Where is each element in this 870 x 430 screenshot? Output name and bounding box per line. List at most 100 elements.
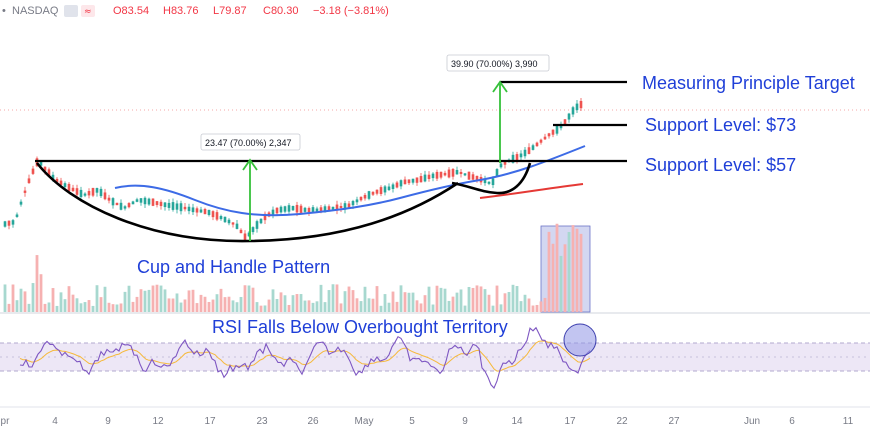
- volume-bar: [195, 303, 199, 312]
- candle-body: [275, 207, 279, 214]
- volume-bar: [147, 289, 151, 312]
- cup-curve: [35, 162, 459, 243]
- candle-body: [363, 194, 367, 199]
- volume-bar: [303, 300, 307, 312]
- volume-bar: [151, 285, 155, 312]
- volume-bar: [503, 293, 507, 312]
- volume-bar: [227, 296, 231, 312]
- x-tick-label: 11: [843, 416, 854, 427]
- candle-body: [43, 166, 47, 171]
- candle-body: [75, 188, 79, 195]
- candle-body: [447, 169, 451, 178]
- volume-bar: [63, 299, 67, 312]
- measure-label-1: 23.47 (70.00%) 2,347: [200, 133, 301, 151]
- candle-body: [339, 205, 343, 209]
- candle-body: [375, 189, 379, 194]
- volume-bar: [155, 284, 159, 312]
- volume-bar: [563, 244, 567, 312]
- handle-curve: [451, 162, 532, 195]
- volume-bar: [3, 284, 7, 312]
- volume-bar: [327, 290, 331, 312]
- rsi-signal-line: [19, 340, 591, 372]
- volume-bar: [55, 305, 59, 312]
- candle-body: [451, 168, 455, 177]
- candle-body: [219, 216, 223, 220]
- approx-icon[interactable]: [81, 5, 95, 17]
- candle-body: [243, 233, 247, 240]
- candle-body: [551, 129, 555, 135]
- candle-body: [51, 174, 55, 180]
- volume-bar: [267, 299, 271, 312]
- candle-body: [235, 223, 239, 229]
- candle-body: [35, 158, 39, 167]
- volume-bar: [59, 292, 63, 312]
- volume-bar: [83, 302, 87, 312]
- candle-body: [471, 174, 475, 180]
- candle-body: [387, 186, 391, 191]
- candle-body: [135, 199, 139, 202]
- volume-bar: [67, 286, 71, 312]
- volume-bar: [447, 300, 451, 312]
- volume-bar: [287, 304, 291, 312]
- volume-bar: [163, 289, 167, 312]
- measure-label-2: 39.90 (70.00%) 3,990: [446, 54, 550, 72]
- volume-bar: [263, 305, 267, 312]
- candle-body: [183, 206, 187, 210]
- volume-bar: [139, 289, 143, 312]
- volume-bar: [75, 298, 79, 312]
- volume-bar: [515, 286, 519, 312]
- volume-bar: [91, 305, 95, 312]
- volume-bar: [431, 304, 435, 312]
- candle-body: [19, 201, 23, 205]
- x-tick-label: 22: [616, 416, 628, 427]
- volume-bar: [495, 285, 499, 312]
- close-value: C80.30: [263, 5, 298, 17]
- volume-bar: [199, 294, 203, 312]
- volume-bar: [351, 290, 355, 312]
- candle-body: [555, 125, 559, 134]
- volume-bar: [323, 302, 327, 312]
- candle-body: [515, 154, 519, 161]
- candle-body: [31, 168, 35, 174]
- candle-body: [343, 203, 347, 210]
- volume-bar: [363, 286, 367, 312]
- volume-bar: [215, 294, 219, 312]
- candle-body: [27, 178, 31, 184]
- high-value: H83.76: [163, 5, 198, 17]
- volume-bar: [191, 289, 195, 312]
- candle-body: [171, 202, 175, 210]
- volume-bar: [315, 301, 319, 312]
- volume-bar: [239, 296, 243, 312]
- volume-bar: [443, 288, 447, 312]
- ohlc-header: • NASDAQ ≈ O83.54 H83.76 L79.87 C80.30 −…: [2, 5, 389, 17]
- volume-bar: [411, 292, 415, 312]
- change-value: −3.18 (−3.81%): [313, 5, 389, 17]
- volume-bar: [223, 297, 227, 312]
- candle-body: [23, 190, 27, 193]
- symbol-indicator-icon[interactable]: [64, 5, 78, 17]
- volume-bar: [51, 288, 55, 312]
- moving-average-fast: [114, 145, 586, 217]
- volume-bar: [235, 302, 239, 312]
- candle-body: [179, 203, 183, 212]
- volume-bar: [211, 299, 215, 312]
- volume-bar: [379, 305, 383, 312]
- volume-bar: [535, 304, 539, 312]
- volume-bar: [451, 296, 455, 312]
- candle-body: [203, 208, 207, 215]
- x-tick-label: 12: [152, 416, 164, 427]
- candle-body: [223, 216, 227, 223]
- candle-body: [523, 149, 527, 157]
- volume-bar: [383, 294, 387, 312]
- candle-body: [279, 206, 283, 213]
- candle-body: [239, 229, 243, 234]
- candle-body: [399, 180, 403, 187]
- candle-body: [99, 188, 103, 197]
- measure-label-1-text: 23.47 (70.00%) 2,347: [205, 138, 292, 148]
- candle-body: [319, 207, 323, 213]
- volume-bar: [251, 287, 255, 312]
- volume-bar: [579, 233, 583, 312]
- candle-body: [7, 220, 11, 226]
- volume-bar: [127, 285, 131, 312]
- volume-bar: [391, 291, 395, 312]
